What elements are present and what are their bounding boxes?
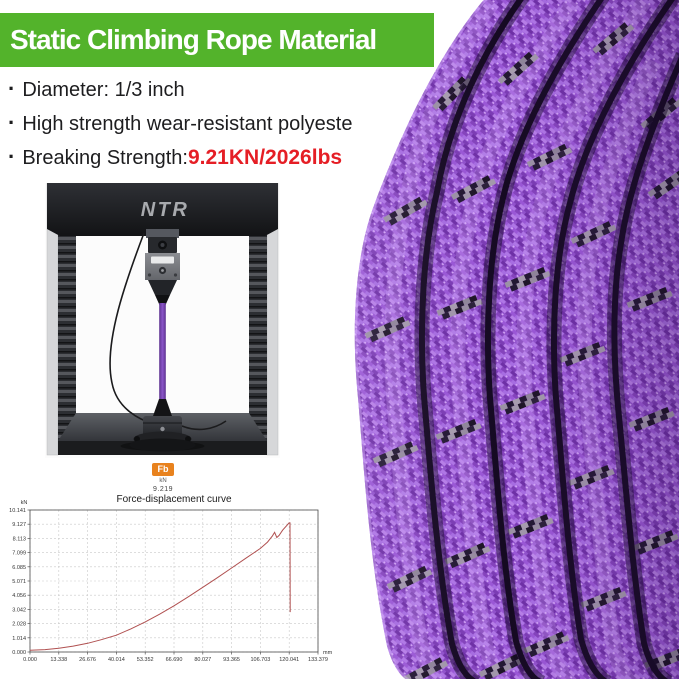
svg-text:6.085: 6.085	[12, 565, 26, 571]
svg-text:40.014: 40.014	[108, 657, 125, 663]
page-title: Static Climbing Rope Material	[10, 24, 377, 55]
sensor-cable	[109, 232, 155, 425]
spec-diameter: · Diameter: 1/3 inch	[8, 76, 438, 102]
force-badge: Fb	[152, 463, 174, 476]
svg-text:26.676: 26.676	[79, 657, 96, 663]
spec-diameter-text: Diameter: 1/3 inch	[22, 79, 185, 101]
force-unit: kN	[159, 478, 167, 484]
svg-text:9.127: 9.127	[12, 522, 26, 528]
svg-text:120.041: 120.041	[279, 657, 299, 663]
spec-material: · High strength wear-resistant polyeste	[8, 110, 438, 136]
svg-text:133.379: 133.379	[308, 657, 328, 663]
svg-text:10.141: 10.141	[9, 508, 26, 514]
svg-text:5.071: 5.071	[12, 579, 26, 585]
svg-text:13.338: 13.338	[50, 657, 67, 663]
svg-text:mm: mm	[323, 650, 333, 656]
spec-strength-label: Breaking Strength:	[22, 147, 188, 169]
svg-text:0.000: 0.000	[23, 657, 37, 663]
svg-text:7.099: 7.099	[12, 551, 26, 557]
svg-text:66.690: 66.690	[166, 657, 183, 663]
spec-list: · Diameter: 1/3 inch · High strength wea…	[8, 76, 438, 178]
svg-text:0.000: 0.000	[12, 650, 26, 656]
force-chart-plot: 0.000 13.338 26.676 40.014 53.352 66.690 80.02…	[9, 500, 333, 663]
bullet-dot-icon: ·	[8, 110, 16, 135]
svg-text:106.703: 106.703	[250, 657, 270, 663]
base-fixture	[129, 399, 196, 452]
svg-text:kN: kN	[21, 500, 28, 506]
force-peak-value: 9.219	[152, 486, 174, 493]
svg-text:93.365: 93.365	[223, 657, 240, 663]
load-cell	[145, 229, 180, 305]
machine-brand-logo: NTR	[141, 199, 190, 221]
spec-material-text: High strength wear-resistant polyeste	[22, 113, 353, 135]
rope-specimen	[159, 303, 166, 403]
svg-text:3.042: 3.042	[12, 607, 26, 613]
svg-text:80.027: 80.027	[194, 657, 211, 663]
chart-title: Force-displacement curve	[116, 494, 232, 505]
rope-product-photo	[354, 0, 679, 679]
spec-strength-value: 9.21KN/2026lbs	[187, 146, 343, 169]
svg-text:8.113: 8.113	[13, 536, 26, 542]
svg-text:53.352: 53.352	[137, 657, 154, 663]
svg-text:2.028: 2.028	[12, 622, 26, 628]
bullet-dot-icon: ·	[8, 144, 16, 169]
svg-text:1.014: 1.014	[12, 636, 26, 642]
title-banner: Static Climbing Rope Material	[0, 13, 434, 67]
sensor-cable	[181, 420, 227, 431]
bullet-dot-icon: ·	[8, 76, 16, 101]
svg-text:4.056: 4.056	[12, 593, 26, 599]
force-displacement-chart: 0.000 13.338 26.676 40.014 53.352 66.690 80.02…	[8, 493, 340, 679]
spec-strength: · Breaking Strength: 9.21KN/2026lbs	[8, 144, 438, 170]
test-machine-photo: NTR	[45, 183, 280, 458]
